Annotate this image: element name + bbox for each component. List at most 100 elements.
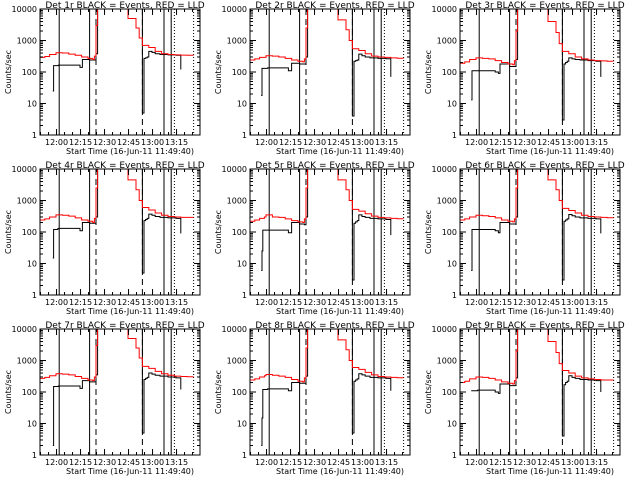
series-lld-line xyxy=(460,169,614,223)
x-tick-label: 12:30 xyxy=(513,458,536,467)
x-tick-label: 12:45 xyxy=(117,298,140,307)
x-axis-label: Start Time (16-Jun-11 11:49:40) xyxy=(66,467,194,476)
y-axis-label: Counts/sec xyxy=(424,50,433,94)
x-tick-label: 12:45 xyxy=(537,458,560,467)
series-events-line xyxy=(471,329,602,437)
y-axis-label: Counts/sec xyxy=(4,370,13,414)
x-tick-label: 13:00 xyxy=(561,298,584,307)
series-lld-line xyxy=(40,9,194,60)
axes-frame xyxy=(459,168,621,296)
x-tick-label: 12:30 xyxy=(93,138,116,147)
x-tick-label: 12:15 xyxy=(489,298,512,307)
series-events-line xyxy=(471,169,602,281)
plot-area xyxy=(40,169,195,295)
x-tick-label: 12:30 xyxy=(93,298,116,307)
axes-frame xyxy=(39,168,201,296)
y-tick-label: 10000 xyxy=(222,325,247,334)
series-lld-line xyxy=(40,329,194,382)
x-tick-label: 12:00 xyxy=(255,138,278,147)
chart-panel-1: 1 10 100 1000 10000 12:00 12:15 12:30 12:45 13:00… xyxy=(4,1,205,156)
x-axis-label: Start Time (16-Jun-11 11:49:40) xyxy=(66,307,194,316)
x-tick-label: 12:45 xyxy=(327,138,350,147)
x-tick-label: 12:00 xyxy=(45,458,68,467)
x-tick-label: 13:00 xyxy=(561,458,584,467)
y-tick-label: 100 xyxy=(22,68,37,77)
x-tick-label: 13:15 xyxy=(375,138,398,147)
y-axis-label: Counts/sec xyxy=(4,210,13,254)
y-tick-label: 1 xyxy=(242,451,247,460)
chart-panel-8: 1 10 100 1000 10000 12:00 12:15 12:30 12:45 13:00… xyxy=(214,321,415,476)
series-events-line xyxy=(261,329,392,446)
y-tick-label: 10 xyxy=(237,100,247,109)
x-tick-label: 13:15 xyxy=(165,458,188,467)
y-tick-label: 1 xyxy=(452,131,457,140)
series-events-line xyxy=(261,169,392,281)
y-axis-label: Counts/sec xyxy=(214,210,223,254)
axes-frame xyxy=(249,8,411,136)
plot-area xyxy=(460,9,615,135)
x-tick-label: 13:15 xyxy=(165,138,188,147)
x-tick-label: 12:15 xyxy=(69,458,92,467)
series-lld-line xyxy=(460,9,614,66)
axes-frame xyxy=(249,168,411,296)
y-tick-label: 1000 xyxy=(437,357,457,366)
y-axis-label: Counts/sec xyxy=(214,50,223,94)
plot-area xyxy=(460,169,615,295)
y-tick-label: 10 xyxy=(237,420,247,429)
x-tick-label: 13:15 xyxy=(585,458,608,467)
chart-title: Det 3r BLACK = Events, RED = LLD xyxy=(465,1,624,11)
x-tick-label: 12:00 xyxy=(45,298,68,307)
x-tick-label: 12:30 xyxy=(303,298,326,307)
x-tick-label: 13:15 xyxy=(585,138,608,147)
x-tick-label: 12:30 xyxy=(513,298,536,307)
y-tick-label: 100 xyxy=(232,388,247,397)
y-tick-label: 10 xyxy=(447,420,457,429)
x-tick-label: 12:45 xyxy=(537,298,560,307)
y-tick-label: 100 xyxy=(22,388,37,397)
y-tick-label: 1 xyxy=(452,291,457,300)
y-tick-label: 1000 xyxy=(17,197,37,206)
x-tick-label: 12:00 xyxy=(255,458,278,467)
x-tick-label: 12:45 xyxy=(327,298,350,307)
y-tick-label: 10000 xyxy=(12,165,37,174)
series-lld-line xyxy=(250,169,404,223)
y-tick-label: 10000 xyxy=(432,5,457,14)
x-tick-label: 13:00 xyxy=(351,138,374,147)
x-axis-label: Start Time (16-Jun-11 11:49:40) xyxy=(66,147,194,156)
y-tick-label: 1000 xyxy=(227,357,247,366)
plot-area xyxy=(40,9,195,135)
series-lld-line xyxy=(40,169,194,223)
x-tick-label: 13:00 xyxy=(351,298,374,307)
plot-area xyxy=(250,169,405,295)
chart-title: Det 9r BLACK = Events, RED = LLD xyxy=(465,321,624,331)
x-axis-label: Start Time (16-Jun-11 11:49:40) xyxy=(276,467,404,476)
chart-panel-6: 1 10 100 1000 10000 12:00 12:15 12:30 12:45 13:00… xyxy=(424,161,625,316)
x-tick-label: 12:00 xyxy=(465,458,488,467)
x-axis-label: Start Time (16-Jun-11 11:49:40) xyxy=(486,467,614,476)
x-tick-label: 12:30 xyxy=(303,458,326,467)
y-tick-label: 1 xyxy=(32,291,37,300)
series-lld-line xyxy=(250,9,404,63)
x-tick-label: 12:45 xyxy=(117,138,140,147)
x-tick-label: 12:15 xyxy=(489,458,512,467)
x-tick-label: 13:15 xyxy=(165,298,188,307)
chart-title: Det 8r BLACK = Events, RED = LLD xyxy=(255,321,414,331)
y-tick-label: 1000 xyxy=(17,357,37,366)
chart-title: Det 5r BLACK = Events, RED = LLD xyxy=(255,161,414,171)
x-tick-label: 12:15 xyxy=(279,138,302,147)
x-tick-label: 12:30 xyxy=(303,138,326,147)
x-axis-label: Start Time (16-Jun-11 11:49:40) xyxy=(486,147,614,156)
y-axis-label: Counts/sec xyxy=(214,370,223,414)
x-tick-label: 12:00 xyxy=(465,138,488,147)
x-tick-label: 12:00 xyxy=(255,298,278,307)
x-tick-label: 12:00 xyxy=(465,298,488,307)
x-tick-label: 12:30 xyxy=(93,458,116,467)
y-tick-label: 1 xyxy=(242,291,247,300)
y-tick-label: 1 xyxy=(32,451,37,460)
plot-area xyxy=(250,329,405,455)
y-tick-label: 10 xyxy=(447,260,457,269)
chart-title: Det 6r BLACK = Events, RED = LLD xyxy=(465,161,624,171)
chart-panel-3: 1 10 100 1000 10000 12:00 12:15 12:30 12:45 13:00… xyxy=(424,1,625,156)
y-tick-label: 100 xyxy=(22,228,37,237)
